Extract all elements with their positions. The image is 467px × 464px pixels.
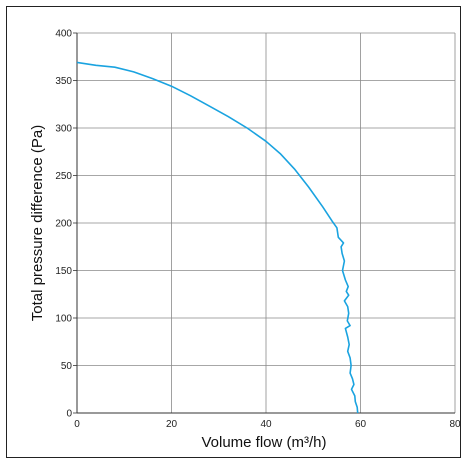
x-tick-label: 80	[449, 419, 461, 430]
y-tick-label: 0	[66, 409, 72, 420]
x-tick-label: 60	[355, 419, 367, 430]
series-line	[76, 61, 359, 414]
tick-labels: 0 50 100 150 200 250 300 350 400 0 20 40 60 80	[55, 29, 461, 431]
y-tick-label: 100	[55, 314, 72, 325]
grid	[73, 32, 456, 414]
y-axis-label: Total pressure difference (Pa)	[29, 125, 46, 322]
chart-frame	[6, 6, 461, 458]
y-tick-label: 200	[55, 219, 72, 230]
x-axis-label: Volume flow (m³/h)	[201, 434, 326, 451]
x-tick-label: 0	[74, 419, 80, 430]
y-tick-label: 250	[55, 171, 72, 182]
y-tick-label: 150	[55, 266, 72, 277]
y-tick-label: 350	[55, 76, 72, 87]
x-tick-label: 40	[260, 419, 272, 430]
y-tick-label: 400	[55, 29, 72, 40]
y-tick-label: 300	[55, 124, 72, 135]
x-tick-label: 20	[166, 419, 178, 430]
y-tick-label: 50	[61, 361, 73, 372]
